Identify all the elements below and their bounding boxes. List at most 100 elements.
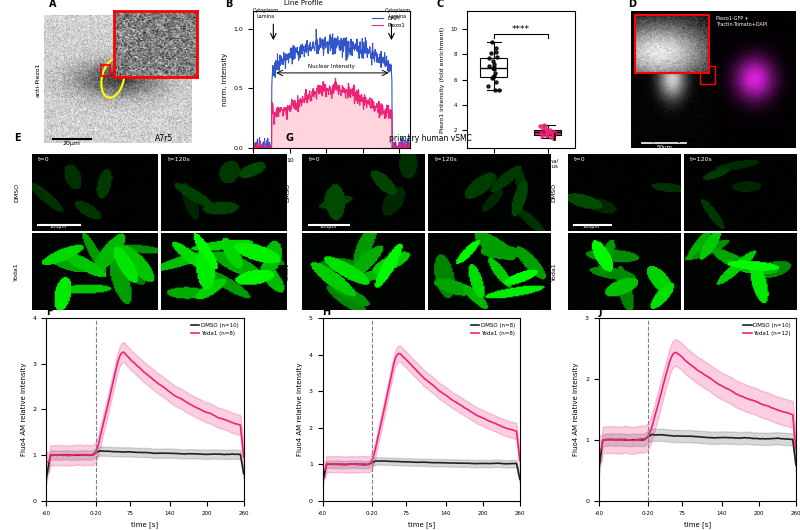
DMSO (n=8) bbox=[498, 461, 507, 467]
DAPI bbox=[324, 38, 334, 44]
DMSO (n=8) bbox=[435, 460, 445, 466]
Yoda1 (n=8) bbox=[42, 459, 51, 465]
Text: A: A bbox=[49, 0, 56, 9]
DMSO (n=8) bbox=[436, 460, 446, 466]
DMSO (n=10) bbox=[711, 435, 721, 441]
Yoda1 (n=8) bbox=[439, 391, 449, 398]
Yoda1 (n=8) bbox=[159, 384, 169, 391]
Text: B: B bbox=[225, 0, 232, 9]
Point bbox=[485, 49, 498, 57]
Point bbox=[546, 131, 559, 140]
Line: DMSO (n=10): DMSO (n=10) bbox=[598, 434, 796, 471]
Point bbox=[538, 120, 550, 129]
Point bbox=[489, 69, 502, 77]
Text: Yoda1: Yoda1 bbox=[552, 262, 557, 281]
Text: Yoda1: Yoda1 bbox=[14, 262, 19, 281]
Point bbox=[487, 73, 500, 81]
Text: Cytoplasm
Lamina: Cytoplasm Lamina bbox=[253, 8, 279, 19]
DMSO (n=8) bbox=[439, 460, 449, 466]
Point bbox=[537, 124, 550, 132]
Yoda1 (n=12) bbox=[715, 382, 725, 388]
Point bbox=[489, 78, 502, 86]
DAPI bbox=[334, 40, 343, 47]
Yoda1 (n=12) bbox=[594, 446, 603, 452]
Yoda1 (n=8) bbox=[209, 412, 218, 418]
DMSO (n=10) bbox=[42, 475, 51, 481]
Point bbox=[534, 121, 547, 130]
Line: Yoda1 (n=8): Yoda1 (n=8) bbox=[46, 352, 244, 462]
Text: Yoda1: Yoda1 bbox=[285, 262, 290, 281]
Point bbox=[545, 133, 558, 142]
Text: DMSO: DMSO bbox=[285, 183, 290, 202]
Point bbox=[486, 64, 499, 73]
DAPI bbox=[402, 143, 412, 149]
DMSO (n=10) bbox=[715, 435, 725, 441]
Yoda1 (n=12) bbox=[712, 380, 722, 386]
DMSO (n=10) bbox=[712, 435, 722, 441]
Yoda1 (n=8) bbox=[435, 388, 445, 394]
Line: Yoda1 (n=12): Yoda1 (n=12) bbox=[598, 352, 796, 449]
Point bbox=[486, 57, 499, 65]
Point bbox=[486, 74, 499, 83]
Yoda1 (n=12) bbox=[671, 349, 681, 356]
Text: t=120s: t=120s bbox=[434, 157, 457, 162]
Point bbox=[540, 130, 553, 139]
Piezo1 bbox=[342, 87, 352, 94]
Text: C: C bbox=[437, 0, 444, 9]
DMSO (n=10) bbox=[774, 435, 783, 441]
DAPI bbox=[249, 145, 258, 152]
Point bbox=[488, 72, 501, 80]
Yoda1 (n=8) bbox=[515, 457, 525, 464]
DMSO (n=10) bbox=[95, 448, 105, 454]
DMSO (n=10) bbox=[221, 451, 230, 457]
Point bbox=[491, 52, 504, 61]
DMSO (n=10) bbox=[163, 450, 173, 456]
Point bbox=[488, 63, 501, 71]
DMSO (n=10) bbox=[42, 471, 52, 478]
Point bbox=[547, 128, 560, 136]
Yoda1 (n=8) bbox=[318, 466, 327, 473]
Yoda1 (n=8) bbox=[436, 388, 446, 395]
Point bbox=[483, 61, 496, 70]
Text: H: H bbox=[322, 307, 330, 317]
Piezo1 bbox=[378, 102, 387, 108]
Text: 100µm: 100µm bbox=[583, 224, 600, 229]
Text: Piezo1-GFP: Piezo1-GFP bbox=[635, 17, 666, 22]
DMSO (n=8) bbox=[318, 480, 327, 486]
Text: F: F bbox=[46, 307, 53, 317]
Text: E: E bbox=[14, 133, 21, 143]
Yoda1 (n=8) bbox=[498, 423, 507, 430]
Text: A7r5: A7r5 bbox=[154, 134, 173, 143]
Legend: DMSO (n=10), Yoda1 (n=8): DMSO (n=10), Yoda1 (n=8) bbox=[189, 321, 241, 338]
Point bbox=[540, 129, 553, 138]
Piezo1 bbox=[324, 87, 334, 93]
DMSO (n=10) bbox=[159, 450, 169, 456]
DMSO (n=10) bbox=[594, 462, 604, 469]
Yoda1 (n=12) bbox=[761, 402, 770, 409]
Text: t=120s: t=120s bbox=[690, 157, 712, 162]
DMSO (n=8) bbox=[371, 458, 381, 464]
DMSO (n=10) bbox=[594, 467, 603, 474]
Yoda1 (n=12) bbox=[711, 379, 721, 386]
Point bbox=[539, 127, 552, 135]
Yoda1 (n=8) bbox=[160, 385, 170, 391]
DMSO (n=8) bbox=[515, 476, 525, 482]
DMSO (n=10) bbox=[209, 451, 218, 457]
Text: 20µm: 20µm bbox=[62, 142, 81, 146]
Piezo1 bbox=[249, 145, 258, 152]
Point bbox=[534, 129, 547, 138]
Legend: DAPI, Piezo1: DAPI, Piezo1 bbox=[370, 13, 408, 31]
Legend: DMSO (n=10), Yoda1 (n=12): DMSO (n=10), Yoda1 (n=12) bbox=[741, 321, 794, 338]
Line: Yoda1 (n=8): Yoda1 (n=8) bbox=[322, 354, 520, 470]
X-axis label: time [s]: time [s] bbox=[408, 521, 434, 528]
Point bbox=[488, 85, 501, 94]
Text: primary rat vSMC: primary rat vSMC bbox=[652, 134, 719, 143]
Y-axis label: norm. intensity: norm. intensity bbox=[222, 53, 228, 106]
Yoda1 (n=12) bbox=[791, 446, 800, 452]
Point bbox=[536, 131, 549, 140]
Text: Line Profile: Line Profile bbox=[284, 0, 323, 6]
Y-axis label: Piezo1 intensity (fold enrichment): Piezo1 intensity (fold enrichment) bbox=[440, 26, 445, 132]
Text: ****: **** bbox=[512, 25, 530, 34]
Piezo1 bbox=[406, 144, 415, 151]
Y-axis label: Fluo4 AM relative intensity: Fluo4 AM relative intensity bbox=[574, 363, 579, 456]
